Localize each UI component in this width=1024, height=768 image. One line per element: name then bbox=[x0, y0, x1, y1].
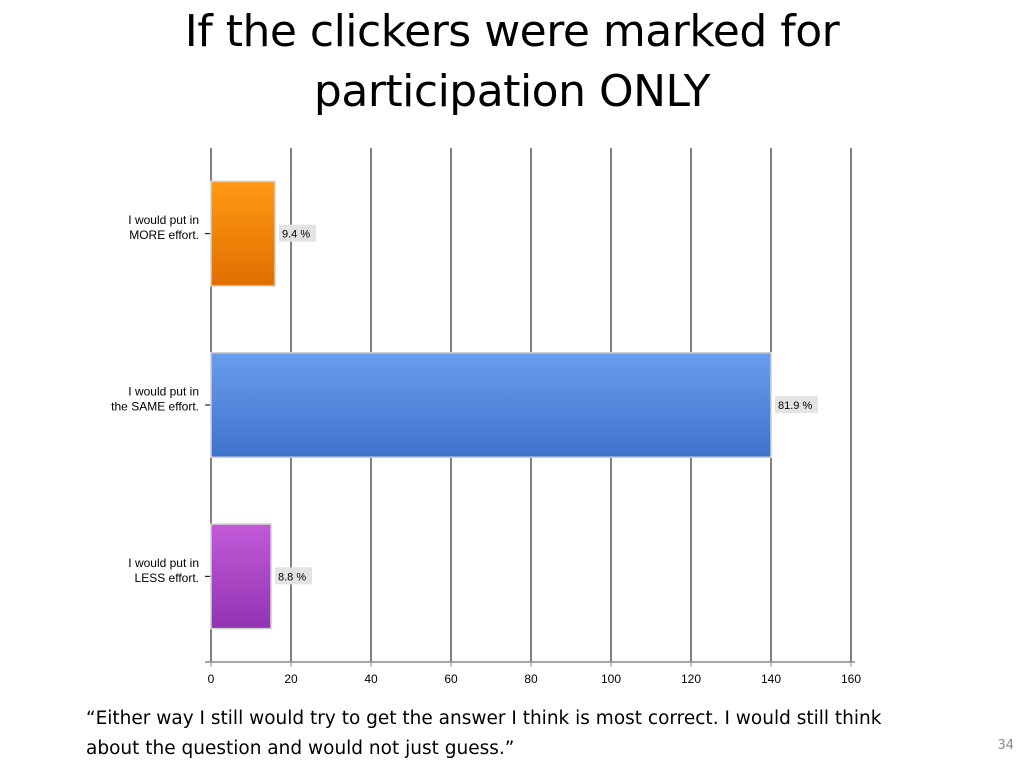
value-label-1: 81.9 % bbox=[778, 400, 812, 412]
x-tick-label-80: 80 bbox=[524, 672, 538, 686]
category-label-2-line-2: LESS effort. bbox=[135, 571, 199, 585]
slide-title-line-1: If the clickers were marked for bbox=[184, 6, 840, 57]
category-label-1-line-1: I would put in bbox=[128, 385, 199, 399]
value-label-bg-2 bbox=[275, 567, 312, 585]
value-label-bg-1 bbox=[775, 396, 818, 413]
x-tick-label-140: 140 bbox=[761, 672, 781, 686]
x-tick-label-160: 160 bbox=[841, 672, 861, 686]
x-tick-label-20: 20 bbox=[284, 672, 298, 686]
x-tick-label-120: 120 bbox=[681, 672, 701, 686]
student-quote-line-1: “Either way I still would try to get the… bbox=[86, 708, 882, 729]
chart-bars bbox=[210, 180, 772, 630]
x-tick-label-0: 0 bbox=[208, 672, 215, 686]
category-label-2-line-1: I would put in bbox=[128, 556, 199, 570]
bar-2 bbox=[210, 523, 272, 630]
x-tick-label-100: 100 bbox=[601, 672, 621, 686]
slide-title-line-2: participation ONLY bbox=[313, 66, 711, 117]
value-label-bg-0 bbox=[279, 224, 316, 242]
x-tick-label-40: 40 bbox=[364, 672, 378, 686]
bar-1 bbox=[210, 351, 772, 459]
student-quote-line-2: about the question and would not just gu… bbox=[86, 738, 515, 759]
x-tick-label-60: 60 bbox=[444, 672, 458, 686]
category-label-0-line-1: I would put in bbox=[128, 213, 199, 227]
value-label-0: 9.4 % bbox=[282, 229, 310, 241]
slide-title: If the clickers were marked for particip… bbox=[60, 2, 964, 122]
category-label-1-line-2: the SAME effort. bbox=[111, 400, 199, 414]
value-label-2: 8.8 % bbox=[278, 571, 306, 583]
student-quote: “Either way I still would try to get the… bbox=[86, 704, 976, 764]
bar-0 bbox=[210, 180, 276, 287]
slide-number: 34 bbox=[997, 738, 1014, 753]
category-label-0-line-2: MORE effort. bbox=[129, 228, 199, 242]
